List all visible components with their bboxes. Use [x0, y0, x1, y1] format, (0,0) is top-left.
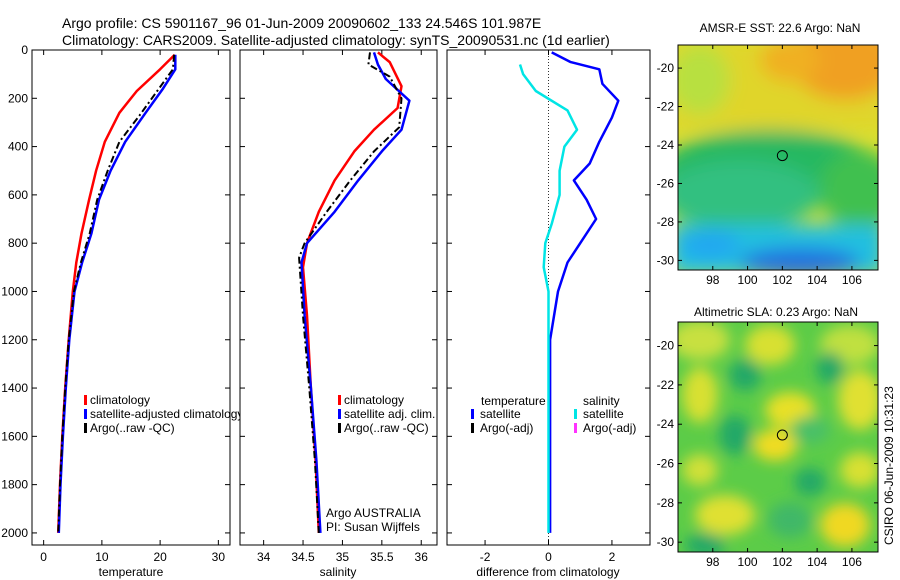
legend-swatch-sal-argo — [574, 423, 577, 433]
legend-swatch-sal-satellite — [574, 409, 577, 419]
sst-map-panel: AMSR-E SST: 22.6 Argo: NaN 98 100 — [657, 21, 879, 287]
y-tick-label: -28 — [657, 496, 675, 510]
sla-map-title: Altimetric SLA: 0.23 Argo: NaN — [694, 305, 858, 319]
y-tick-label: -26 — [657, 457, 675, 471]
difference-panel: -2 0 2 temperature salinity satellite Argo… — [446, 49, 651, 579]
salinity-annotation-line1: Argo AUSTRALIA — [326, 506, 421, 520]
legend-label-temp-satellite: satellite — [480, 407, 521, 421]
x-tick-label: 100 — [738, 555, 758, 569]
y-tick-label: -22 — [657, 100, 675, 114]
y-tick-label: -24 — [657, 417, 675, 431]
x-tick-label: 35 — [336, 550, 350, 564]
legend-label-temp-argo: Argo(-adj) — [480, 421, 533, 435]
x-tick-label: 98 — [706, 273, 720, 287]
y-tick-label: -26 — [657, 176, 675, 190]
series-line-argo-raw-qc- — [298, 52, 403, 533]
difference-xlabel: difference from climatology — [476, 565, 619, 579]
series-line-satellite-adj-clim- — [300, 52, 411, 533]
x-tick-label: 2 — [609, 550, 616, 564]
legend-swatch-temp-argo — [471, 423, 474, 433]
argo-position-marker — [776, 429, 788, 441]
x-tick-label: 20 — [153, 550, 167, 564]
x-tick-label: 36 — [415, 550, 429, 564]
y-tick-label: 200 — [8, 91, 28, 105]
series-line-temperature-satellite — [548, 51, 620, 533]
x-tick-label: 98 — [706, 555, 720, 569]
salinity-annotation-line2: PI: Susan Wijffels — [326, 520, 420, 534]
y-tick-label: -30 — [657, 535, 675, 549]
legend-swatch-satellite-adj — [338, 409, 341, 419]
sst-map-title: AMSR-E SST: 22.6 Argo: NaN — [700, 21, 861, 35]
y-tick-label: -20 — [657, 339, 675, 353]
x-tick-label: 102 — [772, 273, 792, 287]
y-tick-label: -24 — [657, 138, 675, 152]
legend-swatch-satellite-adjusted — [84, 409, 87, 419]
y-tick-label: 1200 — [1, 333, 28, 347]
argo-position-marker — [776, 150, 788, 162]
y-tick-label: -22 — [657, 378, 675, 392]
figure-title-line2: Climatology: CARS2009. Satellite-adjuste… — [62, 32, 610, 48]
salinity-xlabel: salinity — [320, 565, 357, 579]
x-tick-label: 34 — [257, 550, 271, 564]
y-tick-label: 2000 — [1, 526, 28, 540]
difference-legend: temperature salinity satellite Argo(-adj… — [471, 394, 636, 435]
sst-map-frame — [677, 44, 879, 271]
legend-label-climatology: climatology — [90, 393, 150, 407]
x-tick-label: 35.5 — [370, 550, 394, 564]
figure-title-line1: Argo profile: CS 5901167_96 01-Jun-2009 … — [62, 15, 541, 31]
legend-label-argo: Argo(..raw -QC) — [90, 421, 175, 435]
temperature-legend: climatology satellite-adjusted climatolo… — [84, 393, 243, 435]
x-tick-label: 104 — [807, 273, 827, 287]
legend-label-sal-satellite: satellite — [583, 407, 624, 421]
legend-swatch-argo — [84, 423, 87, 433]
x-tick-label: 0 — [545, 550, 552, 564]
legend-label-climatology: climatology — [344, 393, 404, 407]
y-tick-label: -30 — [657, 253, 675, 267]
y-tick-label: 1400 — [1, 381, 28, 395]
x-tick-label: 34.5 — [291, 550, 315, 564]
y-tick-label: 1000 — [1, 284, 28, 298]
legend-label-satellite-adjusted: satellite-adjusted climatology — [90, 407, 243, 421]
legend-title-salinity: salinity — [583, 394, 620, 408]
legend-title-temperature: temperature — [481, 394, 546, 408]
y-tick-label: 0 — [21, 43, 28, 57]
y-tick-label: 1800 — [1, 478, 28, 492]
temperature-panel: 0 10 20 30 0 200 400 600 800 1000 1200 1400 1600 1800… — [1, 43, 243, 579]
legend-label-sal-argo: Argo(-adj) — [583, 421, 636, 435]
csiro-timestamp: CSIRO 06-Jun-2009 10:31:23 — [882, 386, 896, 545]
temperature-xlabel: temperature — [99, 565, 164, 579]
legend-label-satellite-adj: satellite adj. clim. — [344, 407, 435, 421]
y-tick-label: -20 — [657, 61, 675, 75]
salinity-panel: 34 34.5 35 35.5 36 climatology satellite adj… — [239, 49, 438, 579]
x-tick-label: 0 — [40, 550, 47, 564]
y-tick-label: -28 — [657, 215, 675, 229]
x-tick-label: 104 — [807, 555, 827, 569]
sla-map-frame — [677, 321, 879, 553]
salinity-axes-frame — [239, 49, 438, 546]
x-tick-label: -2 — [480, 550, 491, 564]
y-tick-label: 800 — [8, 236, 28, 250]
legend-swatch-temp-satellite — [471, 409, 474, 419]
series-line-argo-raw-qc- — [57, 54, 176, 533]
x-tick-label: 30 — [212, 550, 226, 564]
x-tick-label: 100 — [738, 273, 758, 287]
x-tick-label: 106 — [842, 273, 862, 287]
legend-swatch-climatology — [338, 395, 341, 405]
legend-label-argo: Argo(..raw -QC) — [344, 421, 429, 435]
y-tick-label: 400 — [8, 140, 28, 154]
x-tick-label: 102 — [772, 555, 792, 569]
y-tick-label: 1600 — [1, 429, 28, 443]
sst-heatmap — [678, 45, 878, 270]
x-tick-label: 106 — [842, 555, 862, 569]
x-tick-label: 10 — [95, 550, 109, 564]
salinity-legend: climatology satellite adj. clim. Argo(..… — [338, 393, 435, 435]
legend-swatch-argo — [338, 423, 341, 433]
sla-heatmap — [678, 322, 878, 552]
series-line-salinity-satellite — [518, 64, 579, 533]
legend-swatch-climatology — [84, 395, 87, 405]
y-tick-label: 600 — [8, 188, 28, 202]
sla-map-panel: Altimetric SLA: 0.23 Argo: NaN — [657, 305, 879, 569]
